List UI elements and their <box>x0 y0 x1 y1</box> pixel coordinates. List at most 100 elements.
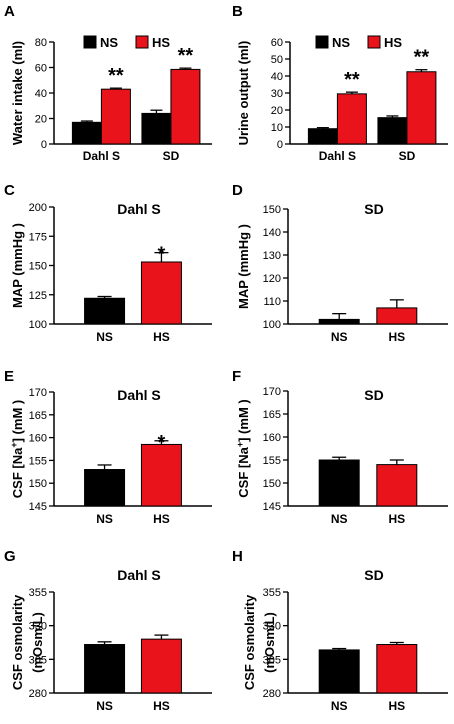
legend-swatch-hs <box>135 35 149 49</box>
legend-label: HS <box>152 35 170 50</box>
y-axis-label: Urine output (ml) <box>236 41 251 146</box>
bar-hs <box>170 68 201 145</box>
x-category-label: HS <box>153 699 170 713</box>
y-axis-label: Water intake (ml) <box>10 41 25 145</box>
y-tick-label: 110 <box>263 296 281 308</box>
panel-title: SD <box>364 387 383 403</box>
bar-hs <box>376 464 418 507</box>
y-axis-label-line2: (mOsm/L) <box>262 612 277 673</box>
y-tick-label: 20 <box>35 114 47 126</box>
y-axis-label: MAP (mmHg ) <box>10 223 25 308</box>
y-tick-label: 280 <box>29 688 47 700</box>
y-axis-label: CSF [Na+] (mM ) <box>9 400 25 498</box>
y-tick-label: 150 <box>263 204 281 216</box>
y-tick-label: 145 <box>29 501 47 513</box>
bar-ns <box>84 469 126 507</box>
bar-ns <box>84 644 126 694</box>
bar-hs <box>376 644 418 694</box>
y-tick-label: 305 <box>263 654 281 666</box>
panel-title: Dahl S <box>117 201 161 217</box>
y-tick-label: 200 <box>29 202 47 214</box>
panel-letter: A <box>4 3 15 20</box>
bar-hs <box>140 443 182 507</box>
y-tick-label: 30 <box>271 88 283 100</box>
bar-hs <box>376 307 418 325</box>
panel-letter: H <box>232 548 243 565</box>
bar-ns <box>318 318 360 325</box>
legend-swatch-hs <box>367 35 381 49</box>
bar-ns <box>307 128 338 145</box>
y-axis-label-superscript: + <box>235 442 245 447</box>
panel-letter: B <box>232 3 243 20</box>
x-category-label: NS <box>331 699 348 713</box>
legend-label: NS <box>332 35 350 50</box>
y-tick-label: 330 <box>29 621 47 633</box>
x-category-label: NS <box>331 330 348 344</box>
y-tick-label: 20 <box>271 105 283 117</box>
bar-ns <box>318 459 360 507</box>
panel-letter: C <box>4 182 15 199</box>
panel-letter: D <box>232 182 243 199</box>
y-axis-label-part: CSF [Na <box>236 446 251 497</box>
y-axis-label-line2: (mOsm/L) <box>30 612 45 673</box>
bar-hs <box>406 71 437 145</box>
y-tick-label: 0 <box>277 139 283 151</box>
panel-e: E CSF [Na+] (mM ) 145 150 155 160 165 170 Dahl S… <box>4 368 212 526</box>
y-axis-label: CSF osmolarity <box>242 594 257 690</box>
y-tick-label: 155 <box>29 455 47 467</box>
panel-h: H CSF osmolarity (mOsm/L) 280 305 330 355 SD NS H… <box>232 548 448 713</box>
significance-marker: ** <box>414 47 430 69</box>
panel-a: A Water intake (ml) 0 20 40 60 80 Dahl S SD ** ** N… <box>4 3 212 163</box>
x-category-label: SD <box>399 149 416 163</box>
y-tick-label: 150 <box>29 478 47 490</box>
significance-marker: * <box>158 244 166 266</box>
panel-letter: G <box>4 548 16 565</box>
y-tick-label: 150 <box>29 261 47 273</box>
y-tick-label: 0 <box>41 139 47 151</box>
y-axis-label-superscript: + <box>9 442 19 447</box>
y-axis-label: CSF osmolarity <box>10 594 25 690</box>
y-tick-label: 355 <box>29 587 47 599</box>
x-category-label: NS <box>96 699 113 713</box>
y-axis-label: MAP (mmHg ) <box>236 224 251 309</box>
y-tick-label: 130 <box>263 250 281 262</box>
panel-f: F CSF [Na+] (mM ) 145 150 155 160 165 170 SD NS HS <box>232 368 448 526</box>
bar-ns <box>84 297 126 325</box>
y-tick-label: 305 <box>29 654 47 666</box>
x-category-label: HS <box>388 512 405 526</box>
bar-hs <box>140 261 182 325</box>
bar-hs <box>100 88 131 145</box>
y-tick-label: 355 <box>263 587 281 599</box>
y-tick-label: 140 <box>263 227 281 239</box>
bar-ns <box>377 117 408 145</box>
y-tick-label: 170 <box>29 387 47 399</box>
panel-d: D MAP (mmHg ) 100 110 120 130 140 150 SD NS HS <box>232 182 448 344</box>
y-axis-label-part: CSF [Na <box>10 447 25 498</box>
x-category-label: HS <box>153 512 170 526</box>
y-tick-label: 165 <box>263 409 281 421</box>
legend-swatch-ns <box>83 35 97 49</box>
y-axis-label: CSF [Na+] (mM ) <box>235 399 251 497</box>
x-category-label: HS <box>388 699 405 713</box>
panel-letter: E <box>4 368 14 385</box>
y-axis-label-part: ] (mM ) <box>236 399 251 442</box>
x-category-label: Dahl S <box>83 149 120 163</box>
y-tick-label: 120 <box>263 273 281 285</box>
y-tick-label: 50 <box>271 54 283 66</box>
bar-ns <box>318 649 360 694</box>
panel-b: B Urine output (ml) 0 10 20 30 40 50 60 Dahl S SD *… <box>232 3 448 163</box>
y-tick-label: 145 <box>263 501 281 513</box>
panel-g: G CSF osmolarity (mOsm/L) 280 305 330 355 Dahl … <box>4 548 212 713</box>
panel-title: Dahl S <box>117 567 161 583</box>
y-tick-label: 60 <box>271 37 283 49</box>
y-tick-label: 100 <box>263 319 281 331</box>
bar-ns <box>141 112 172 145</box>
y-tick-label: 10 <box>271 122 283 134</box>
y-tick-label: 80 <box>35 37 47 49</box>
x-category-label: NS <box>96 330 113 344</box>
legend-swatch-ns <box>315 35 329 49</box>
bar-hs <box>140 638 182 694</box>
legend-label: HS <box>384 35 402 50</box>
panel-title: SD <box>364 567 383 583</box>
